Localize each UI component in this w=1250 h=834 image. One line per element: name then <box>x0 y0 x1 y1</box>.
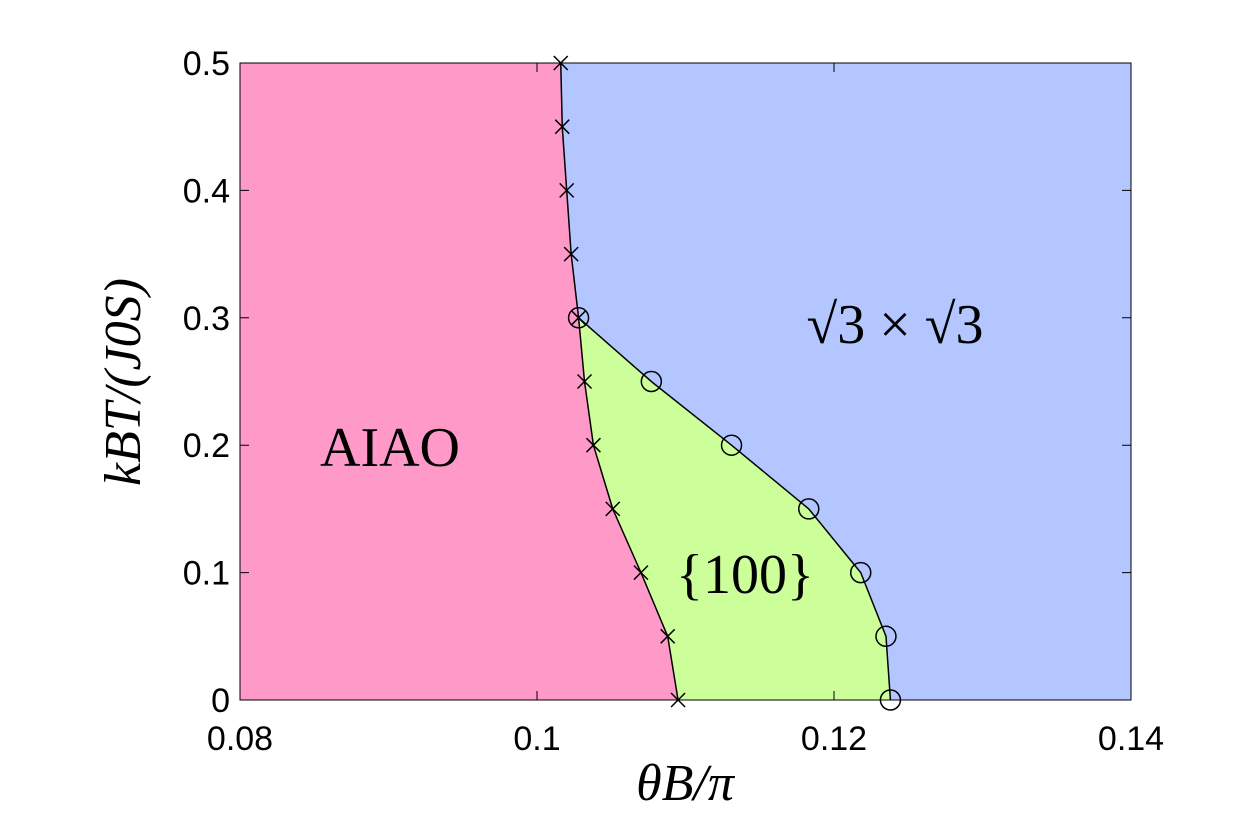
region-fill <box>578 317 891 700</box>
plot-frame <box>239 62 1132 701</box>
circle-marker <box>875 625 897 648</box>
x-tick-label: 0.12 <box>801 720 867 758</box>
cross-marker <box>585 437 601 453</box>
circle-marker <box>720 434 743 456</box>
cross-marker <box>660 628 676 644</box>
y-tick-label: 0 <box>211 682 230 720</box>
y-tick-label: 0.1 <box>183 555 230 593</box>
y-tick-label: 0.4 <box>183 172 230 210</box>
cross-marker <box>605 501 621 517</box>
y-axis-label: kBT/(J0S) <box>95 278 152 486</box>
region-label: √3 × √3 <box>806 294 983 356</box>
circle-marker <box>798 498 820 520</box>
cross-marker <box>633 565 649 581</box>
circle-marker <box>640 370 663 393</box>
x-tick-label: 0.1 <box>513 720 560 758</box>
circle-marker <box>849 561 872 584</box>
y-tick-label: 0.5 <box>183 45 230 83</box>
boundary-line <box>578 317 892 701</box>
cross-marker <box>576 373 593 390</box>
y-tick-label: 0.2 <box>183 427 230 465</box>
region-label: {100} <box>676 544 814 606</box>
x-axis-label: θB/π <box>636 755 736 812</box>
x-tick-label: 0.08 <box>207 720 273 758</box>
region-label: AIAO <box>320 417 460 479</box>
y-tick-label: 0.3 <box>183 300 230 338</box>
circle-marker <box>567 307 590 329</box>
plot: 0.08 0.1 0.12 0.14 0 0.1 0.2 0.3 0.4 0.5 AIAO {100}… <box>183 45 1164 758</box>
cross-marker <box>563 246 579 262</box>
x-tick-label: 0.14 <box>1098 720 1164 758</box>
cross-marker <box>554 119 570 135</box>
cross-marker <box>559 182 575 198</box>
